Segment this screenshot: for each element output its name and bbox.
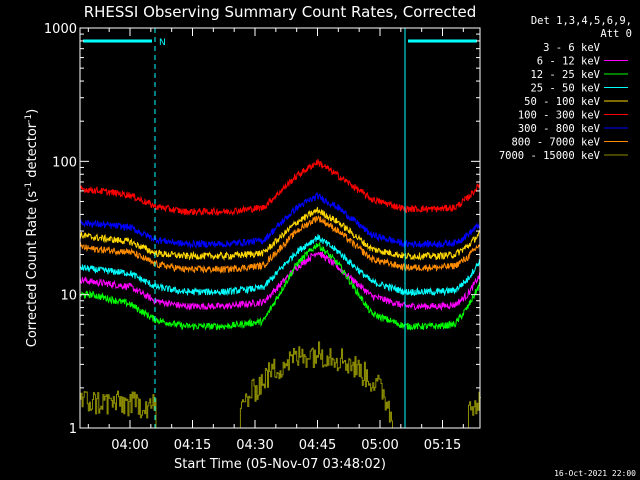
series-3-6-keV-group xyxy=(79,258,480,380)
series-line xyxy=(79,215,480,274)
y-axis-label-sup1: -1 xyxy=(24,182,34,191)
series-100-300-keV-group xyxy=(79,159,480,217)
x-tick-label: 04:30 xyxy=(236,438,273,453)
x-tick-label: 04:45 xyxy=(299,438,336,453)
series-7000-15000-keV-group xyxy=(80,341,481,429)
footer-date: 16-Oct-2021 22:00 xyxy=(554,469,636,478)
y-tick-label: 10 xyxy=(60,289,77,304)
legend-entry-label: 3 - 6 keV xyxy=(543,42,601,54)
y-tick-label: 100 xyxy=(52,155,77,170)
series-line xyxy=(79,234,480,297)
series-50-100-keV-group xyxy=(79,207,480,262)
y-axis-label-part1: Corrected Count Rate (s xyxy=(25,191,40,348)
series-line xyxy=(79,207,480,262)
y-tick-label: 1 xyxy=(69,422,77,437)
legend-header-1: Det 1,3,4,5,6,9, xyxy=(531,15,632,27)
x-tick-label: 04:15 xyxy=(174,438,211,453)
y-axis-label-part3: ) xyxy=(25,109,40,114)
x-axis-label: Start Time (05-Nov-07 03:48:02) xyxy=(174,457,386,472)
x-tick-label: 05:15 xyxy=(424,438,461,453)
y-axis-label-part2: detector xyxy=(25,122,40,182)
legend-entry-label: 12 - 25 keV xyxy=(530,69,600,81)
series-line xyxy=(79,250,480,312)
legend-entry-label: 6 - 12 keV xyxy=(537,56,601,68)
legend-entry-label: 100 - 300 keV xyxy=(518,110,601,122)
series-line xyxy=(79,242,480,331)
series-line xyxy=(79,258,480,380)
series-6-12-keV-group xyxy=(79,250,480,312)
legend-header-2: Att 0 xyxy=(600,28,632,40)
series-line xyxy=(79,159,480,217)
night-marker-label: N xyxy=(159,38,166,48)
series-800-7000-keV-group xyxy=(79,215,480,274)
x-tick-label: 04:00 xyxy=(111,438,148,453)
y-tick-label: 1000 xyxy=(44,22,77,37)
legend-entry-label: 50 - 100 keV xyxy=(524,96,601,108)
legend-entry-label: 300 - 800 keV xyxy=(518,123,601,135)
series-300-800-keV-group xyxy=(79,191,480,249)
x-tick-label: 05:00 xyxy=(361,438,398,453)
series-line xyxy=(80,341,481,429)
y-axis-label-sup2: -1 xyxy=(24,114,34,123)
legend-entry-label: 25 - 50 keV xyxy=(530,83,600,95)
legend-entry-label: 800 - 7000 keV xyxy=(511,137,600,149)
tick-layer: 04:00 04:15 04:30 04:45 05:00 05:15 1 10 100 1000 xyxy=(44,22,480,453)
y-axis-label: Corrected Count Rate (s-1 detector-1) xyxy=(24,109,40,347)
legend-entry-label: 7000 - 15000 keV xyxy=(499,150,601,162)
series-12-25-keV-group xyxy=(79,242,480,331)
series-layer xyxy=(79,159,481,429)
series-25-50-keV-group xyxy=(79,234,480,297)
chart-title: RHESSI Observing Summary Count Rates, Co… xyxy=(84,3,477,21)
series-line xyxy=(79,191,480,249)
plot-frame xyxy=(79,27,481,429)
